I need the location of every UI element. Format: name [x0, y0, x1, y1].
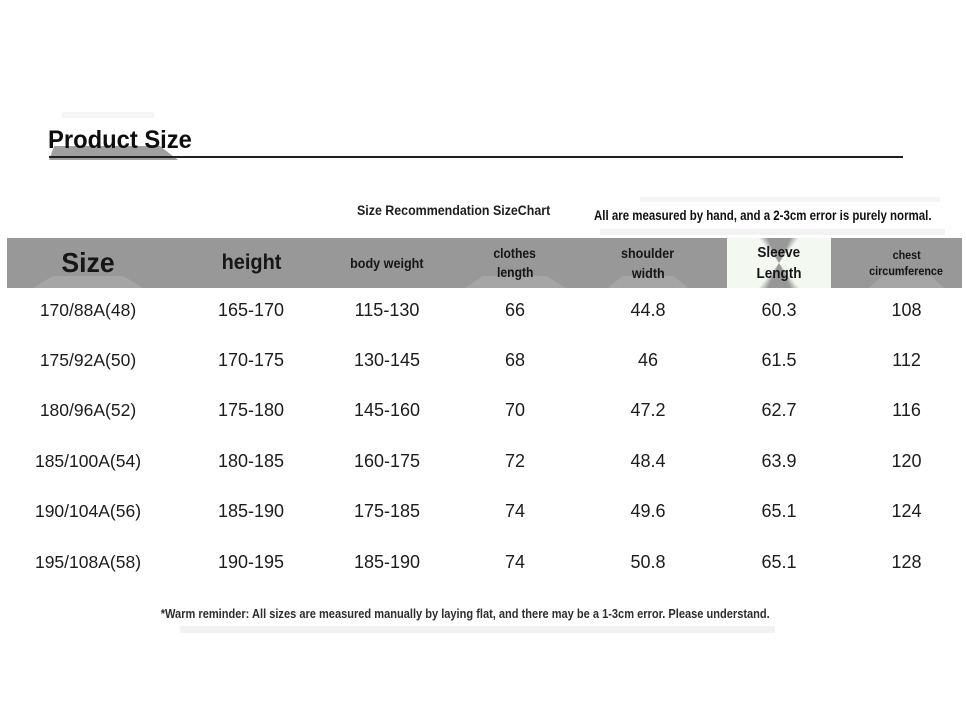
cell-clothes-length: 66 — [504, 299, 526, 320]
cell-chest-circumference: 116 — [892, 400, 921, 421]
cell-body-weight: 160-175 — [353, 450, 421, 471]
cell-chest-circumference: 128 — [891, 551, 922, 572]
cell-clothes-length: 74 — [504, 501, 526, 522]
cell-body-weight: 130-145 — [353, 350, 421, 371]
warm-reminder-note: *Warm reminder: All sizes are measured m… — [160, 606, 770, 621]
cell-height: 165-170 — [217, 299, 285, 320]
size-table-header-row: Size height body weight clothes length s… — [7, 238, 962, 288]
cell-size: 180/96A(52) — [39, 400, 137, 421]
bowtie-highlight-shape — [727, 238, 831, 288]
faint-artifact-band — [600, 229, 945, 235]
cell-chest-circumference: 108 — [891, 299, 922, 320]
table-row: 195/108A(58) 190-195 185-190 74 50.8 65.… — [7, 537, 962, 587]
faint-artifact-band — [62, 112, 154, 118]
faint-artifact-band — [180, 626, 775, 633]
cell-chest-circumference: 112 — [892, 350, 921, 371]
header-cell-height: height — [221, 251, 281, 274]
cell-sleeve-length: 65.1 — [761, 551, 797, 572]
cell-size: 170/88A(48) — [39, 299, 137, 320]
cell-clothes-length: 74 — [504, 551, 526, 572]
cell-sleeve-length: 63.9 — [761, 450, 797, 471]
cell-shoulder-width: 49.6 — [630, 501, 666, 522]
cell-size: 175/92A(50) — [39, 350, 137, 371]
table-row: 175/92A(50) 170-175 130-145 68 46 61.5 1… — [7, 335, 962, 385]
header-cell-clothes-length: clothes length — [441, 238, 589, 288]
cell-clothes-length: 72 — [504, 450, 526, 471]
header-cell-sleeve-length: Sleeve Length — [707, 238, 851, 288]
cell-clothes-length: 70 — [504, 400, 526, 421]
cell-body-weight: 185-190 — [353, 551, 421, 572]
header-cell-size: Size — [7, 238, 169, 288]
cell-sleeve-length: 61.5 — [761, 350, 797, 371]
table-row: 170/88A(48) 165-170 115-130 66 44.8 60.3… — [7, 285, 962, 335]
cell-body-weight: 115-130 — [354, 299, 420, 320]
cell-chest-circumference: 120 — [891, 450, 922, 471]
cell-sleeve-length: 62.7 — [761, 400, 797, 421]
cell-height: 190-195 — [217, 551, 285, 572]
cell-body-weight: 145-160 — [353, 400, 421, 421]
cell-height: 180-185 — [217, 450, 285, 471]
cell-clothes-length: 68 — [504, 350, 526, 371]
cell-height: 185-190 — [217, 501, 285, 522]
subtitle-size-recommendation: Size Recommendation SizeChart — [357, 203, 551, 218]
table-row: 185/100A(54) 180-185 160-175 72 48.4 63.… — [7, 436, 962, 486]
cell-sleeve-length: 65.1 — [761, 501, 797, 522]
cell-shoulder-width: 47.2 — [630, 400, 666, 421]
cell-height: 175-180 — [217, 400, 285, 421]
cell-size: 190/104A(56) — [34, 501, 142, 522]
cell-size: 185/100A(54) — [34, 450, 142, 471]
cell-size: 195/108A(58) — [34, 551, 142, 572]
cell-shoulder-width: 50.8 — [630, 551, 666, 572]
cell-shoulder-width: 46 — [637, 350, 659, 371]
size-table-body: 170/88A(48) 165-170 115-130 66 44.8 60.3… — [7, 285, 962, 587]
header-cell-shoulder-width: shoulder width — [589, 238, 707, 288]
header-cell-body-weight: body weight — [350, 255, 424, 271]
subtitle-measurement-note: All are measured by hand, and a 2-3cm er… — [594, 207, 932, 223]
cell-body-weight: 175-185 — [353, 501, 421, 522]
cell-shoulder-width: 48.4 — [630, 450, 666, 471]
faint-artifact-band — [640, 197, 940, 202]
cell-chest-circumference: 124 — [891, 501, 922, 522]
page-title: Product Size — [48, 126, 192, 154]
cell-height: 170-175 — [217, 350, 285, 371]
header-cell-chest-circumference: chest circumference — [851, 238, 962, 288]
cell-sleeve-length: 60.3 — [761, 299, 797, 320]
title-underline — [49, 156, 903, 158]
cell-shoulder-width: 44.8 — [630, 299, 666, 320]
table-row: 180/96A(52) 175-180 145-160 70 47.2 62.7… — [7, 386, 962, 436]
table-row: 190/104A(56) 185-190 175-185 74 49.6 65.… — [7, 487, 962, 537]
